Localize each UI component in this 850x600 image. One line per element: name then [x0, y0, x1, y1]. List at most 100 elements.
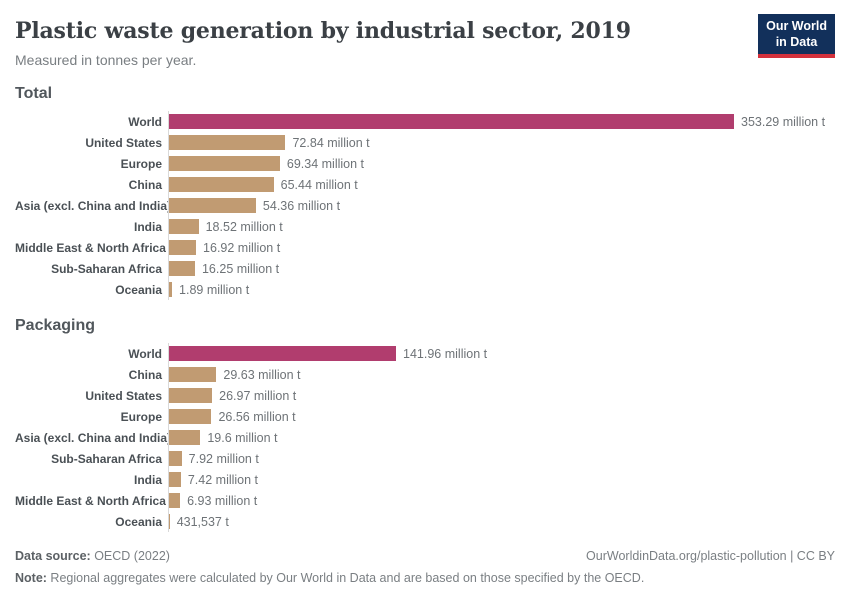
- bar-area: 431,537 t: [168, 511, 835, 532]
- bar-row: India 18.52 million t: [15, 216, 835, 237]
- note-value: Regional aggregates were calculated by O…: [46, 571, 645, 585]
- value-label: 29.63 million t: [223, 367, 301, 382]
- value-label: 19.6 million t: [207, 430, 278, 445]
- region-bar: [169, 198, 256, 213]
- region-bar: [169, 472, 181, 487]
- entity-label: Asia (excl. China and India): [15, 198, 172, 213]
- entity-label: Oceania: [115, 282, 162, 297]
- value-label: 18.52 million t: [205, 219, 283, 234]
- world-bar: [169, 346, 397, 361]
- bar-area: 141.96 million t: [168, 343, 835, 364]
- chart-section: Packaging World 141.96 million t China 29.63…: [15, 316, 835, 532]
- region-bar: [169, 430, 201, 445]
- entity-label: Europe: [120, 409, 162, 424]
- credit-link: OurWorldinData.org/plastic-pollution | C…: [586, 549, 835, 563]
- value-label: 26.56 million t: [218, 409, 296, 424]
- owid-logo-line1: Our World: [766, 19, 827, 33]
- note-label: Note:: [15, 571, 47, 585]
- bar-row: Europe 69.34 million t: [15, 153, 835, 174]
- page-title: Plastic waste generation by industrial s…: [15, 18, 631, 44]
- entity-label: United States: [85, 135, 162, 150]
- bar-area: 29.63 million t: [168, 364, 835, 385]
- value-label: 7.42 million t: [187, 472, 259, 487]
- bar-area: 16.92 million t: [168, 237, 835, 258]
- region-bar: [169, 367, 217, 382]
- chart-subtitle: Measured in tonnes per year.: [15, 52, 197, 68]
- value-label: 16.25 million t: [201, 261, 280, 276]
- value-label: 65.44 million t: [280, 177, 358, 192]
- section-title: Total: [15, 85, 53, 102]
- bar-area: 7.92 million t: [168, 448, 835, 469]
- bar-area: 18.52 million t: [168, 216, 835, 237]
- owid-logo-line2: in Data: [775, 34, 818, 49]
- data-source-label: Data source:: [15, 549, 91, 563]
- bar-area: 353.29 million t: [168, 111, 835, 132]
- entity-label: China: [128, 177, 162, 192]
- bar-row: China 65.44 million t: [15, 174, 835, 195]
- bar-area: 19.6 million t: [168, 427, 835, 448]
- bar-area: 1.89 million t: [168, 279, 835, 300]
- bar-area: 26.56 million t: [168, 406, 835, 427]
- world-bar: [169, 114, 734, 129]
- region-bar: [169, 219, 199, 234]
- region-bar: [169, 282, 173, 297]
- bar-area: 16.25 million t: [168, 258, 835, 279]
- value-label: 26.97 million t: [219, 388, 297, 403]
- region-bar: [169, 493, 181, 508]
- bar-row: World 353.29 million t: [15, 111, 835, 132]
- footer-source-line: Data source: OECD (2022) OurWorldinData.…: [15, 547, 835, 565]
- region-bar: [169, 409, 212, 424]
- bar-row: United States 72.84 million t: [15, 132, 835, 153]
- entity-label: Europe: [120, 156, 162, 171]
- owid-logo[interactable]: Our World in Data: [758, 14, 835, 59]
- entity-label: India: [133, 472, 162, 487]
- section-title: Packaging: [15, 317, 96, 334]
- bar-area: 26.97 million t: [168, 385, 835, 406]
- value-label: 431,537 t: [176, 514, 229, 529]
- entity-label: United States: [85, 388, 162, 403]
- region-bar: [169, 156, 280, 171]
- bar-area: 6.93 million t: [168, 490, 835, 511]
- region-bar: [169, 135, 286, 150]
- bar-row: Europe 26.56 million t: [15, 406, 835, 427]
- bar-row: Asia (excl. China and India) 19.6 million…: [15, 427, 835, 448]
- entity-label: Sub-Saharan Africa: [51, 451, 162, 466]
- region-bar: [169, 177, 274, 192]
- entity-label: Asia (excl. China and India): [15, 430, 172, 445]
- bar-row: Oceania 1.89 million t: [15, 279, 835, 300]
- value-label: 7.92 million t: [188, 451, 259, 466]
- bar-area: 7.42 million t: [168, 469, 835, 490]
- bar-area: 72.84 million t: [168, 132, 835, 153]
- data-source-value: OECD (2022): [90, 549, 170, 563]
- value-label: 16.92 million t: [203, 240, 281, 255]
- bar-row: India 7.42 million t: [15, 469, 835, 490]
- bar-row: United States 26.97 million t: [15, 385, 835, 406]
- footer: Data source: OECD (2022) OurWorldinData.…: [15, 547, 835, 587]
- header: Plastic waste generation by industrial s…: [15, 14, 835, 68]
- bar-row: Asia (excl. China and India) 54.36 millio…: [15, 195, 835, 216]
- charts-area: Total World 353.29 million t United States 7…: [15, 84, 835, 532]
- value-label: 1.89 million t: [179, 282, 250, 297]
- chart-section: Total World 353.29 million t United States 7…: [15, 84, 835, 300]
- region-bar: [169, 388, 213, 403]
- bar-row: Sub-Saharan Africa 7.92 million t: [15, 448, 835, 469]
- bar-area: 69.34 million t: [168, 153, 835, 174]
- value-label: 141.96 million t: [403, 346, 488, 361]
- bar-row: Middle East & North Africa 16.92 million …: [15, 237, 835, 258]
- entity-label: China: [128, 367, 162, 382]
- footer-note-line: Note: Regional aggregates were calculate…: [15, 569, 835, 587]
- bar-row: Middle East & North Africa 6.93 million t: [15, 490, 835, 511]
- entity-label: Sub-Saharan Africa: [51, 261, 162, 276]
- bar-row: Oceania 431,537 t: [15, 511, 835, 532]
- entity-label: Middle East & North Africa: [15, 240, 166, 255]
- bar-area: 54.36 million t: [168, 195, 835, 216]
- bar-row: Sub-Saharan Africa 16.25 million t: [15, 258, 835, 279]
- entity-label: World: [128, 114, 162, 129]
- data-source: Data source: OECD (2022): [15, 547, 170, 565]
- entity-label: Oceania: [115, 514, 162, 529]
- value-label: 72.84 million t: [292, 135, 370, 150]
- entity-label: Middle East & North Africa: [15, 493, 166, 508]
- region-bar: [169, 261, 195, 276]
- bar-row: World 141.96 million t: [15, 343, 835, 364]
